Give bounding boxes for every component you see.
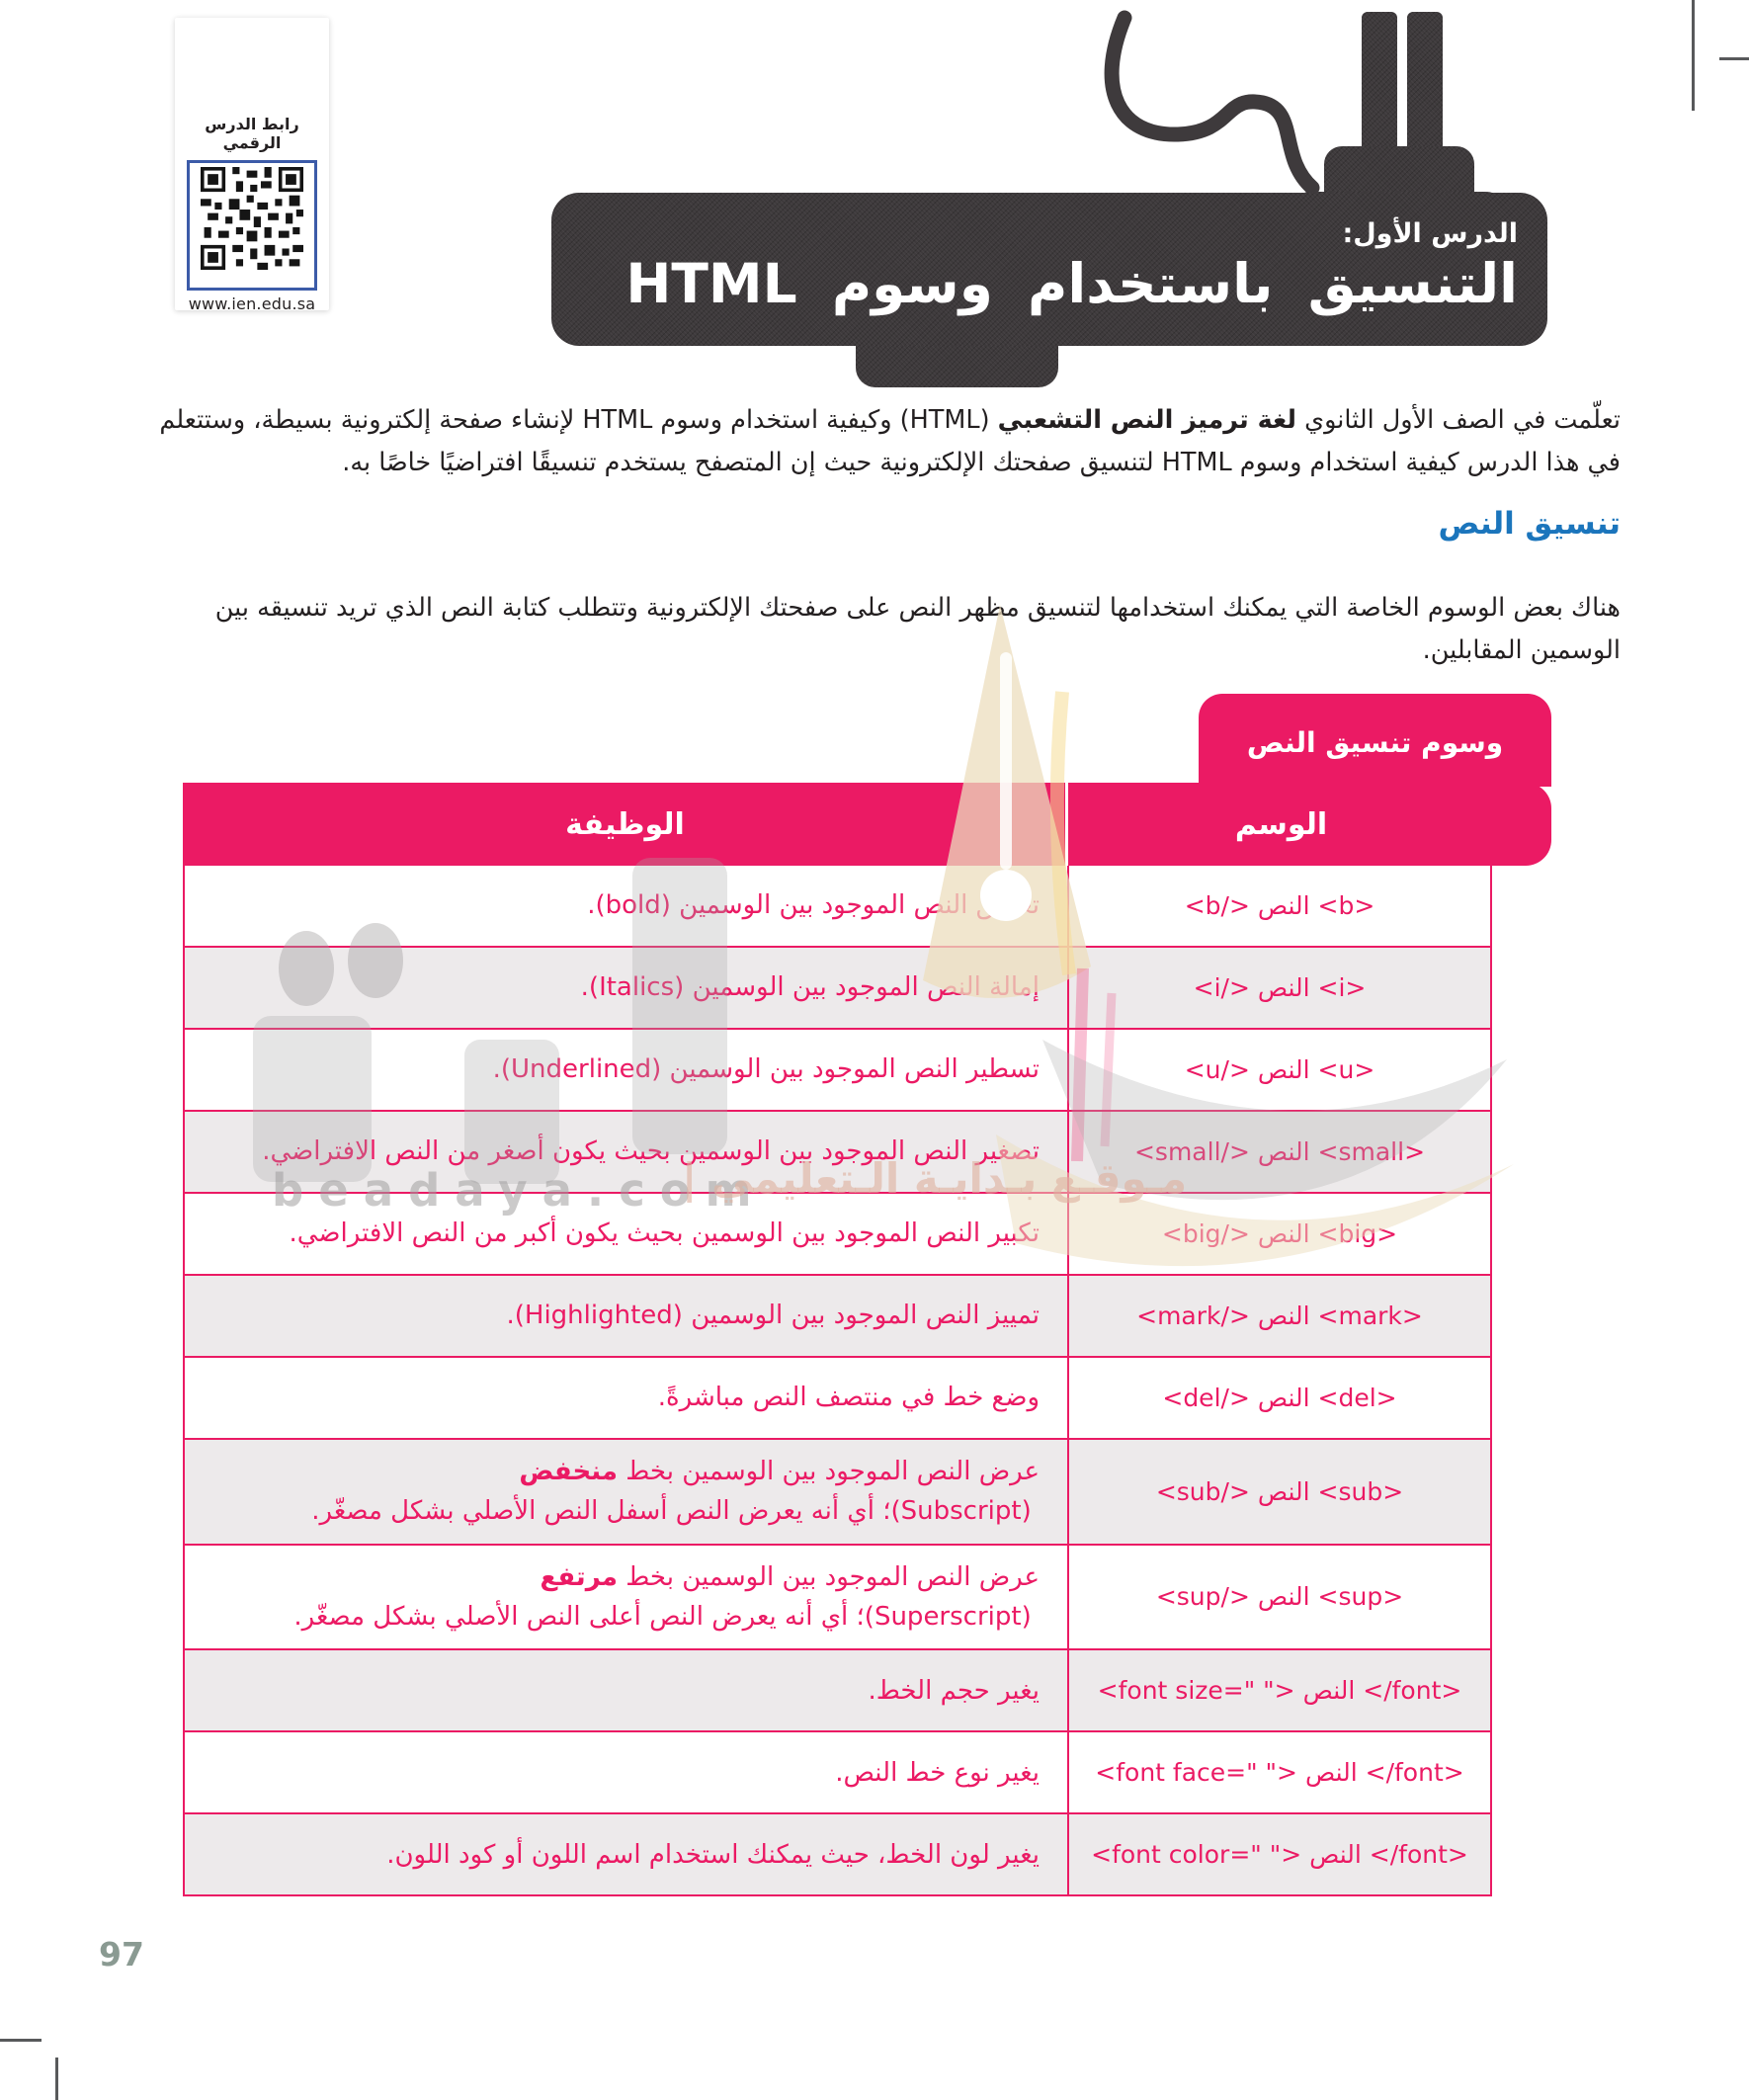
row-tag-cell: <font size=" "> النص </font> — [1067, 1650, 1490, 1731]
row-tag-text: <mark> النص </mark> — [1136, 1302, 1423, 1330]
cord-curve — [1104, 10, 1320, 196]
intro-text-b: (HTML) وكيفية استخدام وسوم HTML لإنشاء ص… — [159, 404, 1621, 478]
intro-text-a: تعلّمت في الصف الأول الثانوي — [1296, 404, 1621, 435]
row-function-cell: تكبير النص الموجود بين الوسمين بحيث يكون… — [289, 1218, 1041, 1249]
row-function-cell: يغير لون الخط، حيث يمكنك استخدام اسم الل… — [386, 1839, 1040, 1870]
row-function-cell: تسطير النص الموجود بين الوسمين (Underlin… — [492, 1054, 1040, 1085]
row-tag-cell: <sup> النص </sup> — [1067, 1545, 1490, 1649]
intro-paragraph: تعلّمت في الصف الأول الثانوي لغة ترميز ا… — [148, 399, 1621, 486]
section-paragraph: هناك بعض الوسوم الخاصة التي يمكنك استخدا… — [214, 592, 1621, 666]
row-tag-text: <sup> النص </sup> — [1155, 1582, 1404, 1612]
table-row: وضع خط في منتصف النص مباشرةً. <del> النص… — [185, 1356, 1490, 1438]
row-tag-text: <u> النص </u> — [1184, 1055, 1375, 1084]
table-row: إمالة النص الموجود بين الوسمين (Italics)… — [185, 946, 1490, 1028]
page-title: التنسيق باستخدام وسوم HTML — [625, 252, 1518, 316]
lesson-number: الدرس الأول: — [1342, 218, 1518, 250]
row-tag-cell: <mark> النص </mark> — [1067, 1276, 1490, 1356]
table-row: تغميق النص الموجود بين الوسمين (bold). <… — [185, 866, 1490, 946]
row-tag-cell: <b> النص </b> — [1067, 866, 1490, 946]
row-tag-cell: <small> النص </small> — [1067, 1112, 1490, 1192]
crop-mark-bottom-left-vertical — [55, 2058, 58, 2100]
row-function-cell: يغير حجم الخط. — [868, 1675, 1040, 1706]
row-function-cell: عرض النص الموجود بين الوسمين بخط منخفض (… — [311, 1457, 1040, 1527]
column-header-tag: الوسم — [1234, 806, 1328, 842]
qr-url: www.ien.edu.sa — [188, 294, 316, 313]
table-row: يغير حجم الخط. <font size=" "> النص </fo… — [185, 1648, 1490, 1731]
row-function-cell: عرض النص الموجود بين الوسمين بخط مرتفع (… — [293, 1561, 1040, 1632]
table-row: عرض النص الموجود بين الوسمين بخط منخفض (… — [185, 1438, 1490, 1544]
table-row: تمييز النص الموجود بين الوسمين (Highligh… — [185, 1274, 1490, 1356]
row-function-cell: يغير نوع خط النص. — [835, 1757, 1040, 1788]
table-row: تصغير النص الموجود بين الوسمين بحيث يكون… — [185, 1110, 1490, 1192]
row-function-cell: تمييز النص الموجود بين الوسمين (Highligh… — [506, 1301, 1040, 1331]
table-title: وسوم تنسيق النص — [1246, 725, 1504, 759]
qr-code — [187, 160, 317, 291]
row-tag-text: <font color=" "> النص </font> — [1091, 1840, 1468, 1870]
qr-label: رابط الدرس الرقمي — [205, 115, 299, 152]
row-function-cell: تغميق النص الموجود بين الوسمين (bold). — [587, 890, 1040, 921]
row-tag-cell: <sub> النص </sub> — [1067, 1440, 1490, 1544]
table-header: الوظيفة الوسم — [183, 783, 1551, 866]
row-tag-cell: <del> النص </del> — [1067, 1358, 1490, 1438]
table-row: تكبير النص الموجود بين الوسمين بحيث يكون… — [185, 1192, 1490, 1274]
crop-mark-top-right-horizontal — [1719, 57, 1749, 60]
row-tag-text: <small> النص </small> — [1133, 1137, 1426, 1166]
row-tag-text: <font face=" "> النص </font> — [1095, 1758, 1464, 1788]
table-title-tab: وسوم تنسيق النص — [1199, 694, 1551, 787]
row-function-cell: وضع خط في منتصف النص مباشرةً. — [657, 1383, 1040, 1413]
column-header-function: الوظيفة — [565, 806, 685, 842]
table-row: عرض النص الموجود بين الوسمين بخط مرتفع (… — [185, 1543, 1490, 1649]
table-row: تسطير النص الموجود بين الوسمين (Underlin… — [185, 1028, 1490, 1110]
header-column-divider — [1065, 783, 1068, 866]
page-number: 97 — [99, 1935, 144, 1974]
row-tag-cell: <font color=" "> النص </font> — [1067, 1814, 1490, 1895]
qr-card: رابط الدرس الرقمي — [175, 18, 329, 313]
row-tag-cell: <big> النص </big> — [1067, 1194, 1490, 1274]
table-row: يغير نوع خط النص. <font face=" "> النص <… — [185, 1730, 1490, 1813]
crop-mark-top-right-vertical — [1692, 0, 1695, 111]
table-body: تغميق النص الموجود بين الوسمين (bold). <… — [183, 866, 1492, 1897]
row-tag-text: <big> النص </big> — [1161, 1219, 1398, 1248]
row-tag-text: <sub> النص </sub> — [1155, 1476, 1404, 1506]
row-tag-cell: <u> النص </u> — [1067, 1030, 1490, 1110]
crop-mark-bottom-left-horizontal — [0, 2039, 42, 2042]
table-row: يغير لون الخط، حيث يمكنك استخدام اسم الل… — [185, 1812, 1490, 1895]
row-tag-text: <b> النص </b> — [1184, 891, 1375, 920]
row-tag-cell: <i> النص </i> — [1067, 948, 1490, 1028]
row-tag-text: <font size=" "> النص </font> — [1097, 1676, 1462, 1706]
row-tag-text: <i> النص </i> — [1193, 973, 1367, 1002]
row-function-cell: تصغير النص الموجود بين الوسمين بحيث يكون… — [262, 1136, 1040, 1167]
row-tag-cell: <font face=" "> النص </font> — [1067, 1732, 1490, 1813]
intro-text-bold: لغة ترميز النص التشعبي — [997, 404, 1297, 435]
row-tag-text: <del> النص </del> — [1162, 1384, 1397, 1412]
section-heading: تنسيق النص — [1438, 506, 1621, 542]
qr-code-image — [201, 167, 303, 270]
lesson-banner: الدرس الأول: التنسيق باستخدام وسوم HTML — [551, 193, 1547, 346]
row-function-cell: إمالة النص الموجود بين الوسمين (Italics)… — [580, 972, 1040, 1003]
